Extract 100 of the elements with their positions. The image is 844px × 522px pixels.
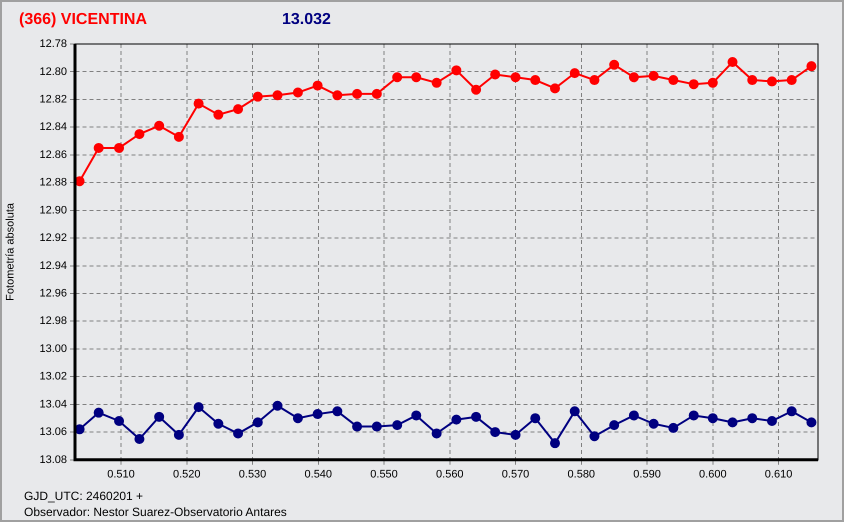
point [550, 83, 560, 94]
text: Observador: Nestor Suarez-Observatorio Antares [24, 505, 287, 519]
point [194, 402, 204, 412]
y-tick-label: 12.82 [39, 93, 67, 106]
y-tick-label: 12.94 [39, 260, 67, 272]
point [570, 68, 580, 78]
point [766, 416, 777, 426]
y-tick-label: 13.08 [39, 454, 67, 466]
point [668, 422, 678, 433]
point [530, 413, 540, 424]
point [352, 422, 362, 432]
point [490, 69, 500, 80]
point [372, 88, 382, 99]
x-tick-label: 0.570 [502, 468, 530, 480]
y-tick-label: 13.06 [39, 426, 67, 438]
point [648, 418, 659, 429]
point [510, 72, 521, 82]
y-tick-label: 12.88 [39, 176, 67, 189]
chart-subtitle: 13.032 [282, 11, 331, 29]
point [75, 176, 85, 186]
point [471, 412, 482, 422]
x-tick-label: 0.590 [633, 468, 661, 480]
point [766, 76, 777, 86]
y-tick-label: 12.84 [39, 121, 67, 134]
point [194, 98, 204, 109]
x-tick-label: 0.600 [699, 468, 727, 480]
y-tick-label: 13.02 [39, 370, 67, 383]
point [174, 430, 184, 440]
point [609, 60, 620, 70]
point [411, 72, 422, 82]
point [786, 406, 797, 416]
y-tick-label: 12.86 [39, 148, 67, 161]
point [786, 75, 797, 86]
x-tick-label: 0.550 [370, 468, 398, 480]
point [114, 142, 124, 153]
point [154, 120, 164, 131]
point [806, 417, 816, 428]
point [510, 430, 521, 440]
y-tick-label: 12.78 [39, 38, 67, 50]
point [589, 431, 600, 442]
point [411, 410, 422, 420]
point [668, 75, 678, 86]
point [292, 88, 303, 98]
x-tick-label: 0.560 [436, 468, 464, 480]
point [252, 417, 263, 428]
point [392, 72, 402, 82]
point [312, 80, 323, 91]
x-tick-label: 0.610 [764, 468, 792, 480]
point [471, 84, 482, 95]
point [688, 79, 699, 90]
point [628, 410, 639, 420]
x-axis-title: GJD_UTC: 2460201 + [24, 489, 144, 503]
point [530, 75, 540, 86]
point [708, 413, 718, 424]
point [392, 420, 402, 430]
point [728, 417, 738, 428]
point [747, 75, 758, 86]
point [609, 420, 620, 430]
point [94, 408, 104, 418]
x-tick-label: 0.510 [107, 468, 135, 480]
point [114, 416, 124, 426]
point [252, 92, 263, 102]
point [154, 412, 164, 422]
point [432, 428, 442, 438]
point [589, 75, 600, 86]
point [372, 422, 382, 432]
point [233, 104, 244, 114]
x-tick-label: 0.530 [238, 468, 266, 480]
point [213, 418, 224, 429]
point [312, 409, 323, 420]
point [628, 72, 639, 82]
point [708, 78, 718, 88]
point [94, 142, 104, 153]
y-tick-label: 12.92 [39, 232, 67, 244]
point [806, 61, 816, 72]
x-tick-label: 0.540 [304, 468, 332, 480]
x-tick-label: 0.520 [173, 468, 201, 480]
point [233, 428, 244, 438]
y-tick-label: 13.04 [39, 398, 67, 410]
point [728, 57, 738, 68]
point [75, 424, 85, 434]
chart-title: (366) VICENTINA [19, 11, 148, 29]
point [134, 434, 144, 444]
point [550, 438, 560, 448]
point [747, 413, 758, 424]
point [688, 410, 699, 420]
point [648, 70, 659, 81]
point [332, 90, 342, 100]
point [451, 414, 462, 425]
y-tick-label: 13.00 [39, 342, 67, 355]
point [352, 88, 362, 99]
y-tick-label: 12.96 [39, 288, 67, 300]
y-tick-label: 12.98 [39, 315, 67, 328]
point [570, 406, 580, 416]
point [451, 65, 462, 76]
point [272, 90, 283, 100]
y-tick-label: 12.80 [39, 66, 67, 78]
point [332, 406, 342, 416]
x-tick-label: 0.580 [568, 468, 596, 480]
point [292, 413, 303, 424]
